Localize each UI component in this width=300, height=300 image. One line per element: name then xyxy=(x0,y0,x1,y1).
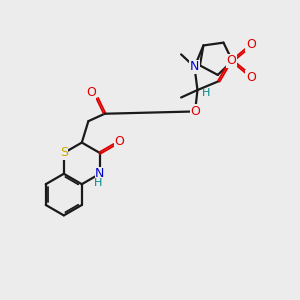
Text: O: O xyxy=(226,54,236,68)
Text: N: N xyxy=(190,60,199,74)
Text: H: H xyxy=(202,88,211,98)
Text: O: O xyxy=(246,71,256,84)
Text: H: H xyxy=(94,178,102,188)
Text: S: S xyxy=(228,54,236,68)
Text: O: O xyxy=(86,86,96,99)
Text: O: O xyxy=(115,135,124,148)
Text: S: S xyxy=(60,146,68,160)
Text: O: O xyxy=(190,105,200,118)
Text: N: N xyxy=(95,167,104,180)
Text: O: O xyxy=(246,38,256,51)
